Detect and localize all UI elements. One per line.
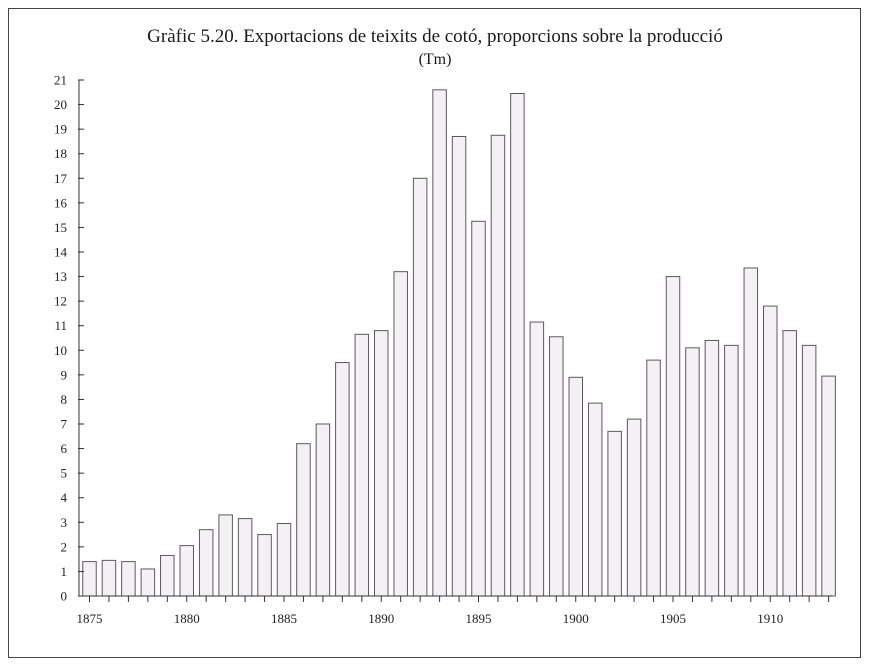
bar-1911 — [782, 330, 797, 597]
bar-1886 — [296, 443, 311, 597]
bar-chart: Gràfic 5.20. Exportacions de teixits de … — [54, 26, 836, 626]
bar-1907 — [704, 339, 720, 597]
bar-1891 — [393, 271, 408, 597]
bar-1904 — [646, 359, 661, 597]
bar-1908 — [724, 344, 739, 597]
bar-1893 — [432, 89, 447, 597]
y-tick-label: 5 — [61, 466, 68, 481]
bar-1889 — [354, 333, 370, 597]
y-tick-label: 19 — [54, 122, 67, 137]
y-tick-label: 18 — [54, 146, 67, 161]
y-tick-label: 1 — [61, 564, 68, 579]
bar-1878 — [140, 568, 156, 597]
bar-1906 — [685, 347, 700, 597]
x-tick-label: 1875 — [77, 611, 103, 626]
x-tick-label: 1895 — [466, 611, 492, 626]
x-axis: 1875 1880 1885 1890 1895 1900 1905 1910 — [77, 595, 832, 626]
bar-1888 — [335, 362, 350, 597]
bar-1887 — [315, 423, 331, 597]
y-tick-label: 12 — [54, 294, 67, 309]
x-tick-label: 1890 — [368, 611, 394, 626]
y-tick-label: 15 — [54, 220, 67, 235]
bar-1879 — [160, 554, 175, 597]
bar-1881 — [198, 529, 214, 597]
chart-subtitle: (Tm) — [419, 51, 452, 68]
y-tick-label: 4 — [61, 490, 68, 505]
bar-1875 — [82, 561, 97, 597]
bar-1900 — [568, 376, 583, 597]
bar-1895 — [471, 220, 486, 597]
y-tick-label: 14 — [54, 245, 68, 260]
chart-title: Gràfic 5.20. Exportacions de teixits de … — [147, 26, 723, 47]
bar-1882 — [218, 514, 233, 597]
y-tick-label: 8 — [61, 392, 68, 407]
x-tick-label: 1900 — [563, 611, 589, 626]
y-tick-label: 0 — [61, 589, 68, 604]
y-tick-label: 2 — [61, 539, 68, 554]
bar-1883 — [237, 518, 253, 597]
bars-group — [82, 89, 836, 597]
x-tick-label: 1885 — [271, 611, 297, 626]
bar-1910 — [763, 305, 778, 597]
y-tick-label: 6 — [61, 441, 68, 456]
y-tick-label: 21 — [54, 73, 67, 88]
bar-1892 — [412, 177, 428, 597]
y-tick-label: 3 — [61, 515, 68, 530]
bar-1913 — [821, 375, 836, 597]
bar-1912 — [801, 344, 817, 597]
bar-1884 — [257, 534, 272, 597]
y-tick-label: 13 — [54, 269, 67, 284]
chart-frame: Gràfic 5.20. Exportacions de teixits de … — [8, 8, 861, 658]
bar-1890 — [374, 330, 389, 597]
bar-1894 — [451, 136, 467, 597]
y-tick-label: 11 — [54, 318, 67, 333]
bar-1902 — [607, 430, 622, 597]
y-tick-label: 7 — [61, 417, 68, 432]
bar-1899 — [549, 336, 564, 597]
bar-1909 — [743, 267, 759, 597]
y-tick-label: 9 — [61, 367, 68, 382]
bar-1898 — [529, 321, 545, 597]
bar-1877 — [121, 561, 136, 597]
bar-1885 — [276, 523, 292, 597]
y-tick-label: 17 — [54, 171, 68, 186]
bar-1903 — [626, 418, 642, 597]
bar-1880 — [179, 545, 194, 597]
bar-1901 — [587, 402, 603, 597]
y-tick-label: 20 — [54, 97, 67, 112]
bar-1876 — [101, 559, 117, 597]
x-tick-label: 1905 — [660, 611, 686, 626]
bar-1905 — [665, 276, 681, 597]
y-tick-label: 16 — [54, 195, 68, 210]
bar-1896 — [490, 134, 506, 597]
bar-1897 — [510, 93, 525, 597]
x-tick-label: 1880 — [174, 611, 200, 626]
x-tick-label: 1910 — [757, 611, 783, 626]
y-tick-label: 10 — [54, 343, 67, 358]
